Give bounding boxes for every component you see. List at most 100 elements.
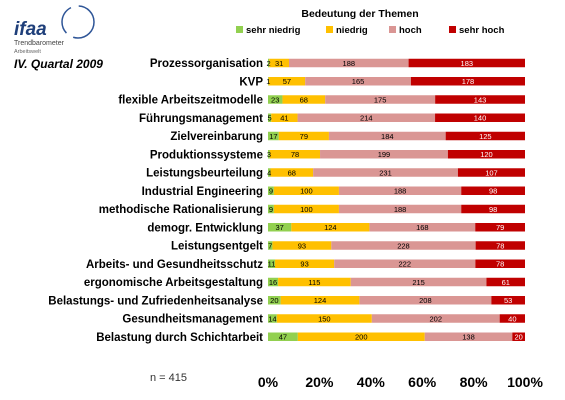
data-label: 16 [269, 278, 277, 287]
data-label: 4 [267, 168, 271, 177]
bar-segment [268, 150, 270, 159]
bar-segment [269, 150, 321, 159]
data-label: 143 [474, 95, 487, 104]
data-label: 200 [355, 333, 368, 342]
bar-segment [408, 58, 525, 68]
bar-segment [278, 277, 351, 287]
data-label: 183 [461, 59, 474, 68]
bar-segment [320, 150, 448, 159]
x-tick-label: 20% [305, 374, 334, 390]
bar-segment [268, 77, 306, 86]
bar-segment [328, 131, 446, 141]
bar-segment [271, 113, 298, 122]
bar-segment [291, 223, 370, 232]
bar-segment [268, 95, 283, 104]
bar-segment [273, 204, 339, 214]
bar-segment [270, 168, 314, 177]
bar-segment [457, 168, 525, 177]
category-label: Prozessorganisation [150, 58, 263, 70]
data-label: 78 [496, 260, 504, 269]
bar-segment [331, 241, 476, 250]
data-label: 9 [269, 187, 273, 196]
bar-segment [282, 95, 326, 104]
bar-segment [268, 131, 279, 141]
bar-segment [288, 58, 409, 68]
data-label: 188 [343, 59, 356, 68]
bar-segment [280, 296, 360, 305]
data-label: 68 [288, 168, 296, 177]
category-label: Belastungs- und Zufriedenheitsanalyse [48, 295, 263, 307]
data-label: 23 [271, 95, 279, 104]
bar-segment [512, 332, 525, 341]
data-label: 41 [280, 114, 288, 123]
legend-label-hoch: hoch [399, 25, 422, 36]
category-label: methodische Rationalisierung [99, 204, 263, 216]
bar-segment [268, 241, 273, 250]
category-label: Zielvereinbarung [170, 131, 263, 143]
bar-segment [461, 204, 525, 214]
bar-segment [268, 223, 292, 232]
data-label: 98 [489, 205, 497, 214]
data-label: 188 [394, 205, 407, 214]
data-label: 125 [479, 132, 492, 141]
data-label: 115 [308, 278, 320, 287]
data-label: 214 [360, 114, 373, 123]
data-label: 100 [300, 187, 313, 196]
bar-segment [273, 186, 339, 195]
category-label: Leistungsbeurteilung [146, 168, 263, 180]
data-label: 20 [270, 296, 278, 305]
bar-segment [325, 95, 436, 104]
logo-line1: Trendbarometer [14, 40, 65, 47]
category-label: Produktionssysteme [150, 149, 263, 161]
bar-segment [424, 332, 513, 341]
legend-label-sehr-hoch: sehr hoch [459, 25, 505, 36]
bar-segment [297, 332, 425, 341]
x-tick-label: 100% [507, 374, 543, 390]
data-label: 140 [474, 114, 487, 123]
bar-segment [350, 277, 487, 287]
data-label: 168 [416, 223, 429, 232]
x-tick-label: 0% [258, 374, 279, 390]
data-label: 14 [268, 314, 276, 323]
data-label: 175 [374, 95, 387, 104]
bar-segment [410, 77, 525, 86]
data-label: 93 [300, 260, 308, 269]
bar-segment [435, 113, 525, 122]
data-label: 215 [412, 278, 425, 287]
bar-segment [305, 77, 411, 86]
bar-segment [268, 204, 274, 214]
data-label: 93 [298, 241, 306, 250]
legend-label-sehr-niedrig: sehr niedrig [246, 25, 301, 36]
bar-segment [268, 314, 277, 323]
bar-segment [491, 296, 525, 305]
legend-swatch-hoch [389, 26, 396, 33]
data-label: 68 [300, 95, 308, 104]
legend-swatch-sehr-hoch [449, 26, 456, 33]
category-label: flexible Arbeitszeitmodelle [118, 95, 263, 107]
bar-segment [276, 314, 372, 323]
category-label: demogr. Entwicklung [147, 222, 263, 234]
bar-segment [475, 223, 525, 232]
legend: sehr niedrig niedrig hoch sehr hoch [236, 25, 505, 36]
bar-segment [278, 131, 329, 141]
bar-segment [268, 259, 275, 268]
bar-segment [272, 241, 332, 250]
bar-segment [338, 186, 462, 195]
bar-segment [371, 314, 500, 323]
period-label: IV. Quartal 2009 [14, 57, 103, 71]
bar-segment [268, 277, 279, 287]
data-label: 188 [394, 187, 407, 196]
data-label: 199 [378, 150, 391, 159]
data-label: 9 [269, 205, 273, 214]
bar-segment [359, 296, 492, 305]
data-label: 150 [318, 314, 331, 323]
data-label: 78 [496, 241, 504, 250]
data-label: 47 [279, 333, 287, 342]
data-label: 107 [485, 168, 498, 177]
data-label: 228 [397, 241, 410, 250]
legend-swatch-sehr-niedrig [236, 26, 243, 33]
bar-segment [369, 223, 476, 232]
x-tick-label: 80% [460, 374, 489, 390]
data-label: 20 [514, 333, 522, 342]
bar-segment [338, 204, 462, 214]
